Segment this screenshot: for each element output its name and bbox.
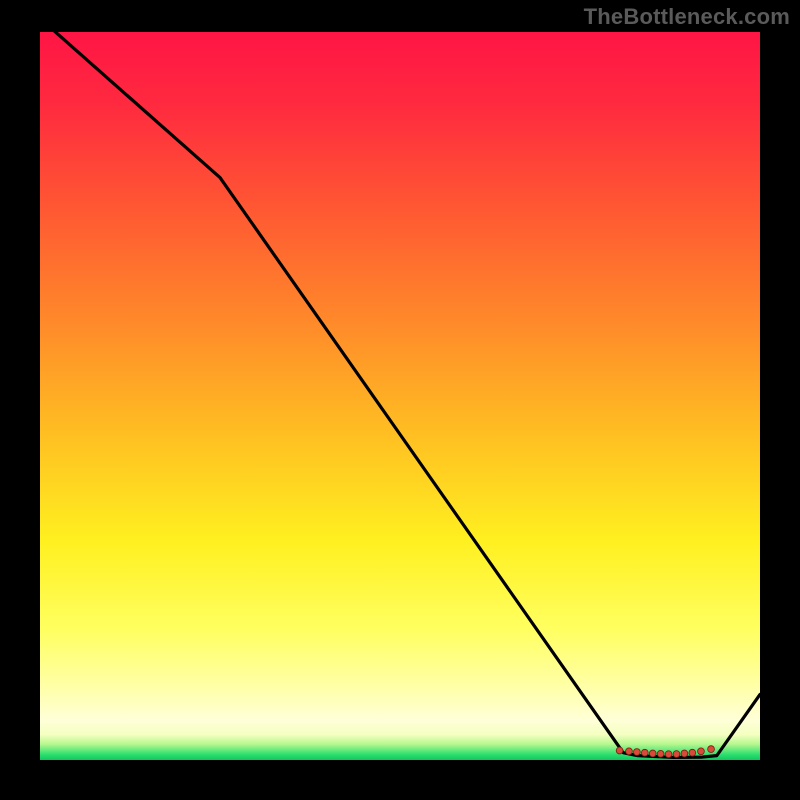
data-marker <box>673 751 680 758</box>
gradient-background <box>40 32 760 760</box>
data-marker <box>657 750 664 757</box>
data-marker <box>665 751 672 758</box>
data-marker <box>616 747 623 754</box>
data-marker <box>626 748 633 755</box>
data-marker <box>698 748 705 755</box>
data-marker <box>633 749 640 756</box>
data-marker <box>641 749 648 756</box>
data-marker <box>681 750 688 757</box>
data-marker <box>689 749 696 756</box>
watermark-text: TheBottleneck.com <box>584 4 790 30</box>
data-marker <box>649 750 656 757</box>
data-marker <box>708 746 715 753</box>
plot-area <box>40 32 760 760</box>
chart-frame: TheBottleneck.com <box>0 0 800 800</box>
plot-svg <box>40 32 760 760</box>
